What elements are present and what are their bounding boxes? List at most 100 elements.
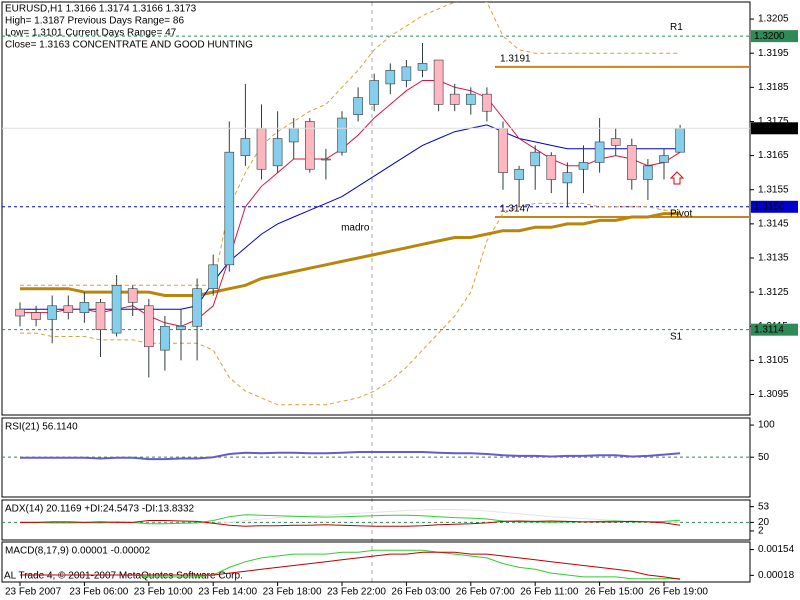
last-price: 1.3173: [754, 123, 785, 134]
candle-body: [95, 302, 106, 330]
candle-body: [127, 288, 138, 303]
x-tick-label: 23 Feb 2007: [5, 587, 62, 598]
candle-body: [353, 97, 363, 115]
x-tick-label: 23 Feb 18:00: [263, 587, 322, 598]
candle-body: [144, 305, 154, 348]
candle-body: [272, 138, 283, 167]
y-tick-label: 1.3145: [758, 219, 789, 230]
candle-body: [514, 168, 524, 180]
level-price: 1.3200: [754, 31, 785, 42]
candle-body: [240, 138, 251, 156]
series-line: [20, 509, 681, 524]
candle-body: [610, 138, 621, 146]
y-tick-label: 50: [758, 452, 770, 463]
y-tick-label: 1.3095: [758, 389, 789, 400]
y-tick-label: 2: [758, 526, 764, 537]
x-tick-label: 26 Feb 07:00: [456, 587, 515, 598]
panel-plot: [2, 2, 750, 406]
x-tick-label: 23 Feb 22:00: [327, 587, 386, 598]
candle-body: [498, 127, 508, 173]
candle-body: [433, 59, 444, 105]
y-tick-label: 100: [758, 420, 775, 431]
series-line: [20, 451, 681, 461]
candle-body: [224, 151, 235, 266]
x-tick-label: 23 Feb 14:00: [198, 587, 257, 598]
series-line: [20, 80, 681, 327]
price-mark-label: 1.3191: [500, 53, 531, 64]
signal-arrow: [669, 171, 685, 185]
y-tick-label: 0.00018: [758, 570, 795, 581]
series-line: [20, 520, 681, 527]
candle-body: [111, 284, 122, 334]
indicator-title: RSI(21) 56.1140: [5, 422, 78, 433]
candle-body: [176, 325, 186, 330]
level-name: S1: [670, 331, 683, 342]
series-line: [20, 2, 681, 286]
candle-body: [288, 127, 299, 143]
panel-frame: [1, 1, 751, 416]
level-name: Pivot: [670, 208, 692, 219]
x-tick-label: 26 Feb 03:00: [391, 587, 450, 598]
candle-body: [256, 127, 267, 170]
y-tick-label: 1.3175: [758, 116, 789, 127]
candle-body: [31, 312, 41, 320]
candle-body: [192, 288, 202, 327]
candle-body: [465, 93, 476, 105]
level-price: 1.3114: [754, 324, 784, 335]
level-price-box: [751, 200, 798, 213]
candle-body: [449, 93, 460, 105]
candle-body: [659, 155, 669, 163]
panel-frame: [1, 541, 751, 583]
candle-body: [417, 63, 428, 71]
panel-plot: [20, 549, 681, 580]
candle-body: [578, 162, 589, 170]
panel-frame: [1, 499, 751, 541]
y-tick-label: 1.3125: [758, 287, 789, 298]
panel-plot: [2, 509, 750, 527]
candle-body: [304, 121, 315, 170]
candle-body: [15, 308, 25, 317]
series-name: madro: [341, 223, 370, 234]
candle-body: [321, 158, 331, 161]
y-tick-label: 1.3105: [758, 355, 789, 366]
indicator-title: ADX(14) 20.1169 +DI:24.5473 -DI:13.8332: [5, 504, 195, 515]
y-tick-label: 1.3135: [758, 253, 789, 264]
candle-body: [47, 305, 58, 320]
candle-body: [369, 80, 380, 105]
header-line: Low= 1.3101 Current Days Range= 47: [5, 28, 177, 39]
candle-body: [79, 302, 90, 313]
level-price-box: [751, 30, 798, 43]
candle-body: [562, 172, 573, 184]
y-tick-label: 20: [758, 517, 770, 528]
candle-body: [643, 165, 653, 180]
series-line: [20, 202, 681, 406]
series-line: [20, 124, 681, 310]
copyright: AL Trade 4, © 2001-2007 MetaQuotes Softw…: [4, 571, 243, 582]
y-tick-label: 1.3165: [758, 150, 789, 161]
candle-body: [482, 93, 492, 112]
y-tick-label: 1.3185: [758, 82, 789, 93]
last-price-box: [751, 122, 798, 135]
x-tick-label: 23 Feb 10:00: [134, 587, 193, 598]
y-tick-label: 1.3195: [758, 48, 789, 59]
candle-body: [208, 264, 218, 290]
candle-body: [546, 155, 557, 180]
candle-body: [401, 66, 412, 81]
x-tick-label: 26 Feb 19:00: [649, 587, 708, 598]
header-line: EURUSD,H1 1.3166 1.3174 1.3166 1.3173: [5, 4, 197, 15]
candle-body: [530, 151, 541, 167]
x-tick-label: 26 Feb 11:00: [520, 587, 579, 598]
level-name: R1: [670, 22, 683, 33]
header-line: Close= 1.3163 CONCENTRATE AND GOOD HUNTI…: [5, 40, 253, 51]
candle-body: [626, 145, 637, 180]
y-tick-label: 1.3205: [758, 14, 789, 25]
level-price: 1.3150: [754, 201, 785, 212]
panel-plot: [2, 451, 750, 461]
indicator-title: MACD(8,17,9) 0.00001 -0.00002: [5, 546, 151, 557]
candle-body: [63, 305, 74, 313]
x-tick-label: 26 Feb 15:00: [585, 587, 644, 598]
y-tick-label: 1.3155: [758, 184, 789, 195]
level-price-box: [751, 323, 798, 336]
